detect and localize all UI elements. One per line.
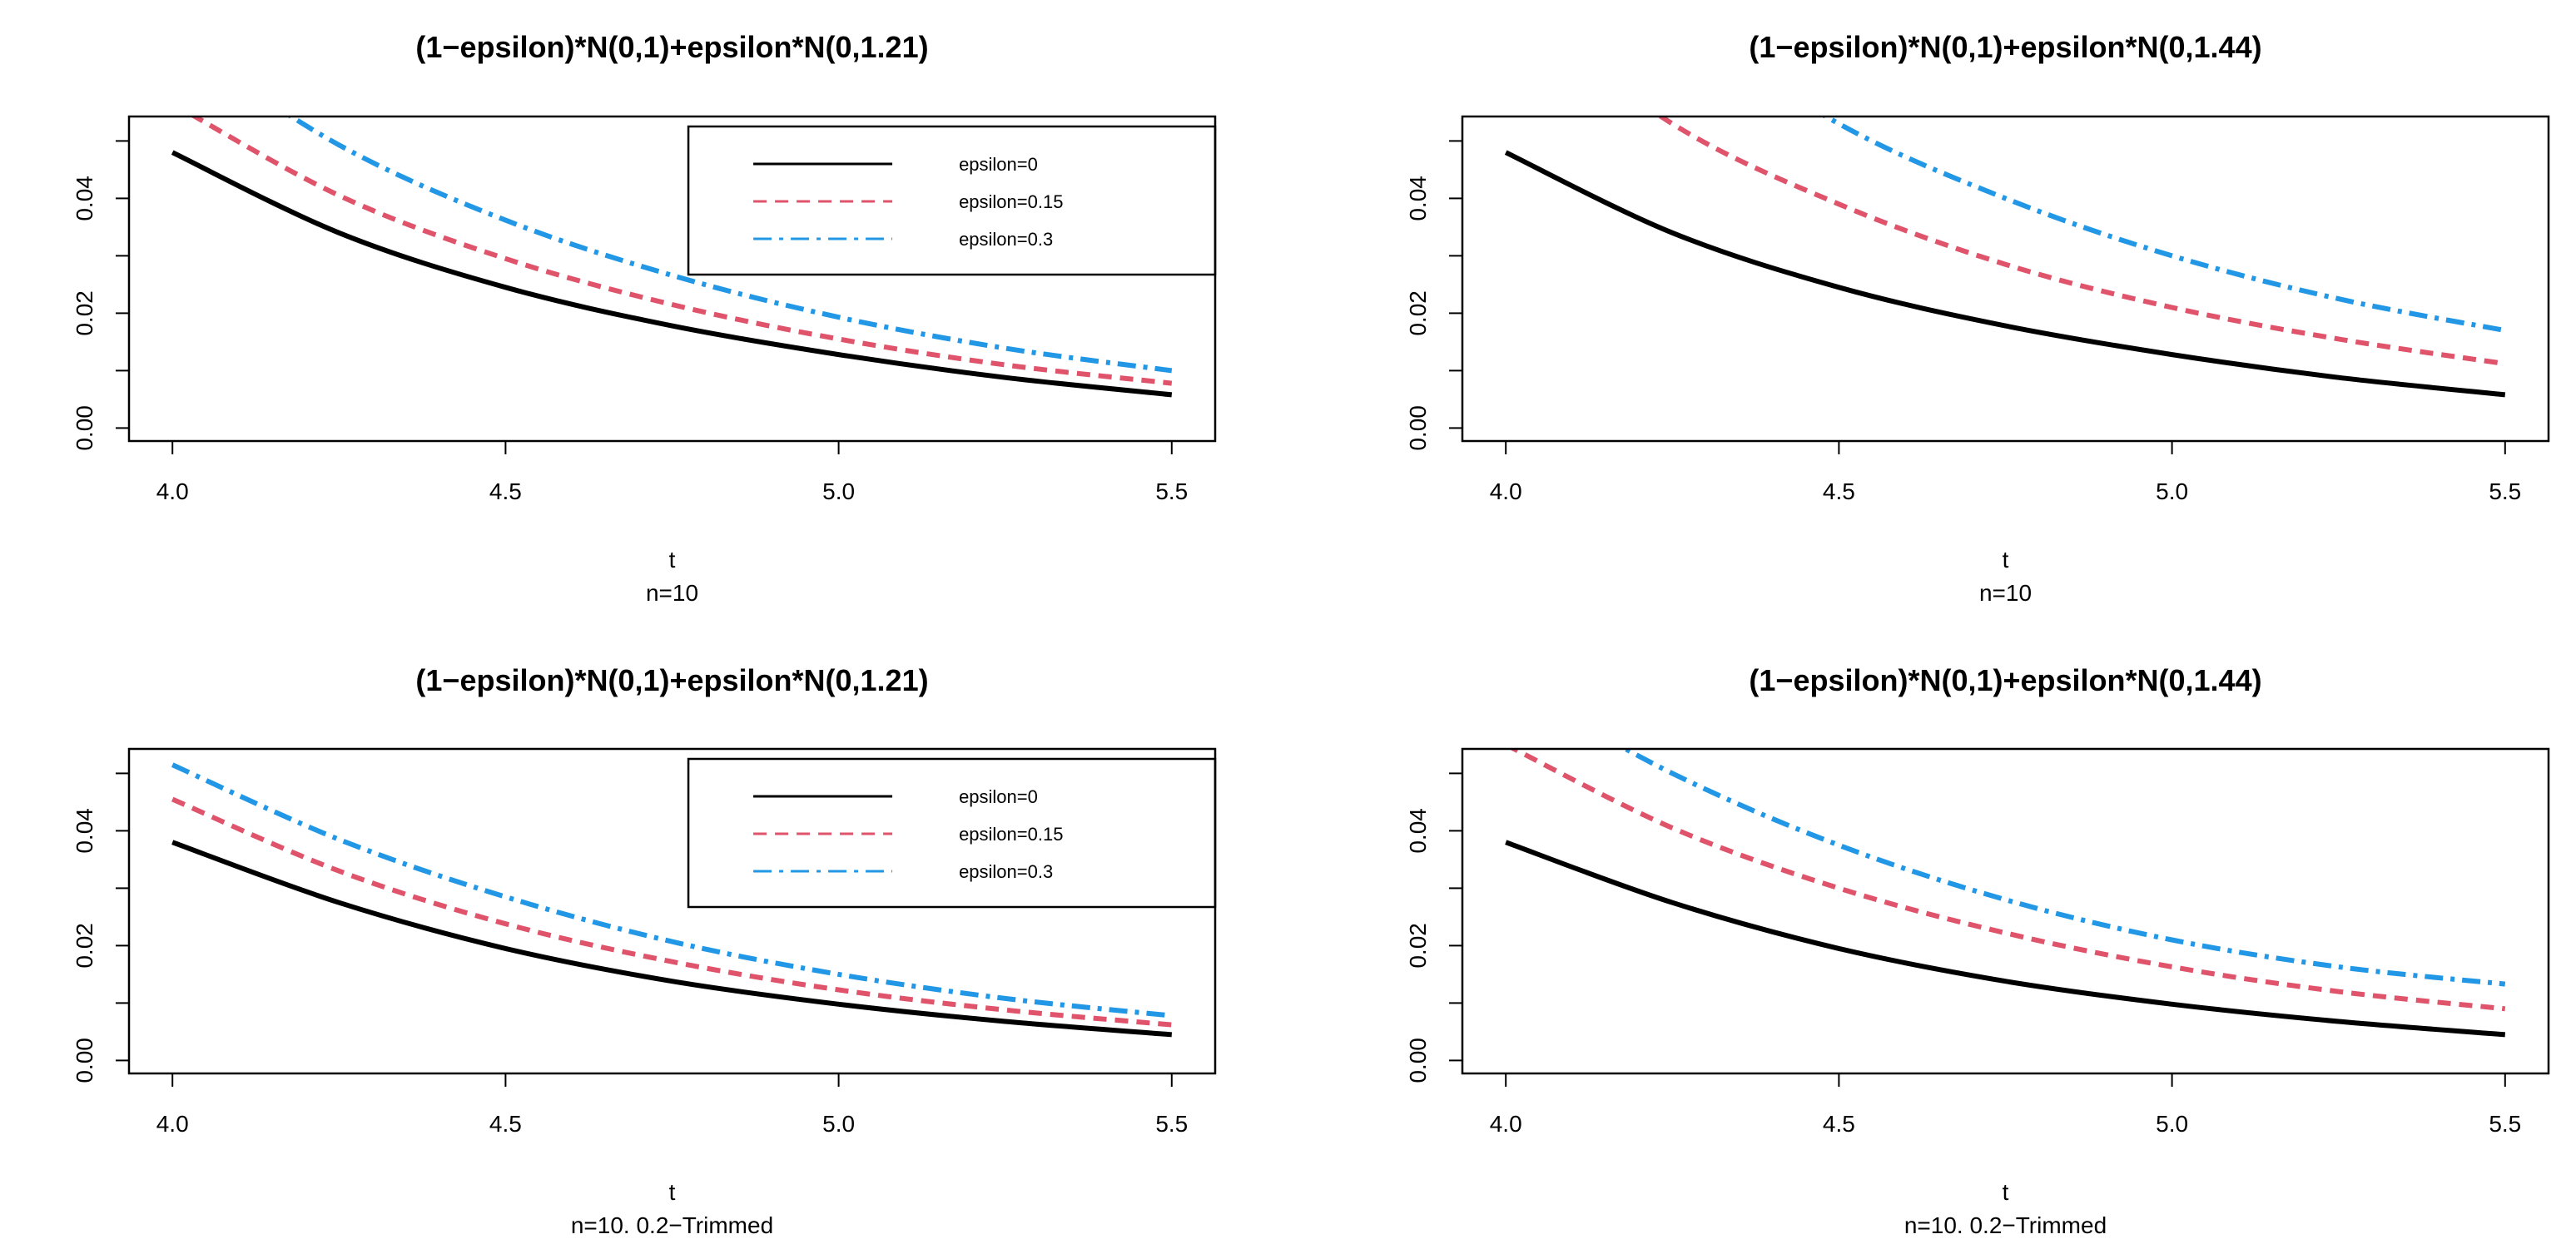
series-line-3 bbox=[286, 116, 1173, 374]
series-line-1 bbox=[1505, 840, 2506, 1038]
y-tick-label: 0.00 bbox=[72, 405, 97, 451]
chart-panel-3: (1−epsilon)*N(0,1)+epsilon*N(0,1.21) 4.0 4… bbox=[72, 663, 1217, 1238]
x-tick-label: 4.5 bbox=[1823, 478, 1855, 504]
y-tick-label: 0.04 bbox=[1405, 176, 1431, 221]
series-line-3 bbox=[1821, 116, 2506, 334]
series-line-1 bbox=[1504, 150, 2506, 398]
legend-label: epsilon=0.3 bbox=[959, 861, 1053, 882]
legend-box bbox=[687, 125, 1217, 276]
x-axis-label: t bbox=[669, 1179, 676, 1205]
legend-label: epsilon=0.15 bbox=[959, 824, 1063, 845]
plot-frame bbox=[1461, 115, 2550, 443]
x-axis-label: t bbox=[2003, 547, 2009, 572]
y-tick-label: 0.04 bbox=[72, 176, 97, 221]
series-line-3 bbox=[1620, 749, 2506, 987]
chart-panel-1: (1−epsilon)*N(0,1)+epsilon*N(0,1.21) 4.0 4… bbox=[72, 30, 1217, 606]
y-tick-label: 0.02 bbox=[72, 290, 97, 336]
y-tick-label: 0.02 bbox=[1405, 923, 1431, 969]
x-tick-label: 4.5 bbox=[489, 1111, 522, 1137]
y-tick-label: 0.00 bbox=[1405, 405, 1431, 451]
x-axis-sublabel: n=10. 0.2−Trimmed bbox=[571, 1212, 773, 1238]
series-line-2 bbox=[190, 116, 1173, 386]
x-tick-label: 4.5 bbox=[489, 478, 522, 504]
chart-title: (1−epsilon)*N(0,1)+epsilon*N(0,1.21) bbox=[415, 663, 928, 697]
series-line-2 bbox=[1508, 749, 2506, 1012]
series-group bbox=[171, 762, 1173, 1038]
x-tick-label: 4.0 bbox=[156, 478, 189, 504]
legend-label: epsilon=0 bbox=[959, 786, 1038, 807]
chart-panel-2: (1−epsilon)*N(0,1)+epsilon*N(0,1.44) 4.0 4… bbox=[1405, 30, 2550, 606]
series-line-2 bbox=[1656, 116, 2506, 367]
series-line-1 bbox=[171, 150, 1173, 398]
x-tick-label: 5.0 bbox=[822, 1111, 855, 1137]
y-tick-label: 0.02 bbox=[72, 923, 97, 969]
series-line-3 bbox=[171, 762, 1173, 1019]
legend-box bbox=[687, 757, 1217, 909]
x-axis-label: t bbox=[2003, 1179, 2009, 1205]
plot-frame bbox=[127, 115, 1217, 443]
plot-frame bbox=[1461, 747, 2550, 1075]
x-tick-label: 5.5 bbox=[1155, 1111, 1188, 1137]
chart-panel-4: (1−epsilon)*N(0,1)+epsilon*N(0,1.44) 4.0 4… bbox=[1405, 663, 2550, 1238]
y-tick-label: 0.04 bbox=[1405, 808, 1431, 854]
legend-label: epsilon=0.3 bbox=[959, 229, 1053, 250]
y-tick-label: 0.00 bbox=[72, 1038, 97, 1083]
x-tick-label: 4.0 bbox=[1490, 1111, 1522, 1137]
legend-label: epsilon=0 bbox=[959, 154, 1038, 175]
series-group bbox=[1504, 116, 2506, 398]
series-line-2 bbox=[171, 796, 1173, 1028]
chart-title: (1−epsilon)*N(0,1)+epsilon*N(0,1.21) bbox=[415, 30, 928, 64]
y-tick-label: 0.00 bbox=[1405, 1038, 1431, 1083]
x-tick-label: 4.5 bbox=[1823, 1111, 1855, 1137]
x-axis-sublabel: n=10 bbox=[1979, 580, 2032, 606]
x-tick-label: 5.5 bbox=[2489, 1111, 2521, 1137]
x-tick-label: 5.0 bbox=[822, 478, 855, 504]
x-tick-label: 4.0 bbox=[156, 1111, 189, 1137]
series-line-1 bbox=[171, 840, 1173, 1038]
series-group bbox=[171, 116, 1173, 398]
y-tick-label: 0.02 bbox=[1405, 290, 1431, 336]
x-tick-label: 5.5 bbox=[1155, 478, 1188, 504]
x-axis-label: t bbox=[669, 547, 676, 572]
chart-title: (1−epsilon)*N(0,1)+epsilon*N(0,1.44) bbox=[1749, 663, 2261, 697]
legend: epsilon=0 epsilon=0.15 epsilon=0.3 bbox=[687, 125, 1217, 276]
x-tick-label: 5.0 bbox=[2156, 1111, 2188, 1137]
x-tick-label: 4.0 bbox=[1490, 478, 1522, 504]
x-tick-label: 5.5 bbox=[2489, 478, 2521, 504]
plot-frame bbox=[127, 747, 1217, 1075]
series-group bbox=[1505, 749, 2506, 1038]
x-axis-sublabel: n=10. 0.2−Trimmed bbox=[1904, 1212, 2107, 1238]
legend: epsilon=0 epsilon=0.15 epsilon=0.3 bbox=[687, 757, 1217, 909]
x-axis-sublabel: n=10 bbox=[646, 580, 698, 606]
legend-label: epsilon=0.15 bbox=[959, 191, 1063, 212]
x-tick-label: 5.0 bbox=[2156, 478, 2188, 504]
y-tick-label: 0.04 bbox=[72, 808, 97, 854]
chart-title: (1−epsilon)*N(0,1)+epsilon*N(0,1.44) bbox=[1749, 30, 2261, 64]
